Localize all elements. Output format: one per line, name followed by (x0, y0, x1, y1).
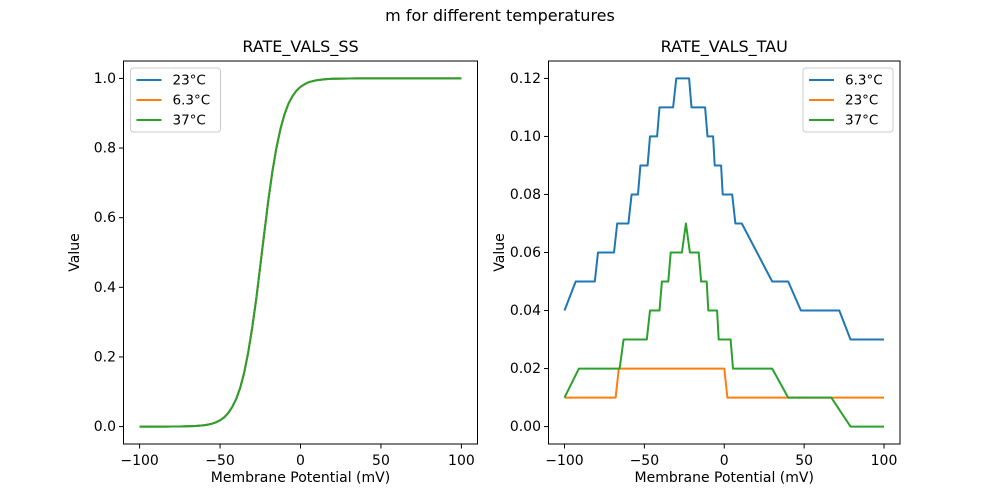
y-tick-label: 0.06 (510, 245, 541, 261)
y-tick-label: 0.12 (510, 71, 541, 87)
y-tick-label: 0.04 (510, 303, 541, 319)
series-line-37C (563, 222, 884, 428)
figure-suptitle: m for different temperatures (385, 6, 615, 25)
legend-label: 6.3°C (173, 93, 211, 109)
y-tick-label: 0.2 (94, 349, 116, 365)
x-tick-label: −50 (205, 453, 235, 469)
legend-label: 23°C (173, 73, 206, 89)
y-axis-label: Value (492, 233, 508, 271)
series-line-37C (139, 77, 462, 428)
y-tick-label: 0.4 (94, 280, 116, 296)
x-tick-label: 50 (795, 453, 813, 469)
legend-label: 6.3°C (845, 73, 883, 89)
legend-label: 37°C (845, 113, 878, 129)
x-tick-label: 0 (296, 453, 305, 469)
plot-title: RATE_VALS_TAU (661, 37, 788, 57)
y-tick-label: 0.08 (510, 187, 541, 203)
axes-frame (548, 60, 901, 445)
axes-frame (123, 60, 478, 445)
x-tick-label: 100 (871, 453, 898, 469)
y-tick-label: 0.8 (94, 141, 116, 157)
x-axis-label: Membrane Potential (mV) (211, 470, 390, 486)
x-axis-label: Membrane Potential (mV) (635, 470, 814, 486)
y-tick-label: 0.0 (94, 419, 116, 435)
legend-label: 37°C (173, 113, 206, 129)
x-tick-label: −100 (545, 453, 583, 469)
y-axis-label: Value (67, 233, 83, 271)
legend-box (802, 67, 894, 133)
x-tick-label: −50 (630, 453, 660, 469)
y-tick-label: 0.00 (510, 419, 541, 435)
series-line-63C (563, 77, 884, 341)
y-tick-label: 1.0 (94, 71, 116, 87)
plot-title: RATE_VALS_SS (242, 37, 358, 57)
x-tick-label: −100 (120, 453, 158, 469)
y-tick-label: 0.02 (510, 361, 541, 377)
y-tick-label: 0.6 (94, 210, 116, 226)
series-line-23C (564, 367, 884, 399)
y-tick-label: 0.10 (510, 129, 541, 145)
x-tick-label: 50 (372, 453, 390, 469)
x-tick-label: 100 (448, 453, 475, 469)
x-tick-label: 0 (720, 453, 729, 469)
legend-label: 23°C (845, 93, 878, 109)
legend-box (130, 67, 221, 133)
